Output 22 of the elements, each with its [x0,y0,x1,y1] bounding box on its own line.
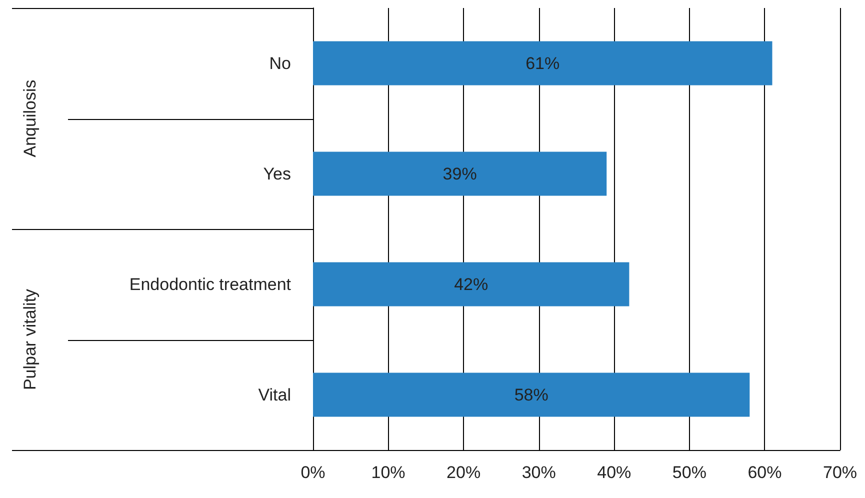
bar [313,41,772,86]
y-tick-label: Endodontic treatment [129,274,292,294]
x-tick-label: 20% [446,463,481,482]
data-label: 42% [454,274,488,294]
text: Pulpar vitality [20,288,40,390]
bar [313,262,630,306]
data-label: 39% [442,164,477,184]
x-tick-label: 50% [672,463,706,482]
bar [313,372,750,417]
data-label: 58% [514,385,548,404]
bar [313,152,607,196]
y-tick-label: No [269,54,291,73]
data-label: 61% [526,54,560,73]
y-tick-label: Vital [258,385,291,404]
y-tick-label: Yes [263,164,291,184]
x-tick-label: 70% [822,463,858,482]
x-tick-label: 10% [371,463,406,482]
text: Anquilosis [20,80,40,158]
x-tick-label: 0% [300,463,326,482]
x-tick-label: 30% [522,463,556,482]
x-tick-label: 40% [597,463,632,482]
x-tick-label: 60% [748,463,782,482]
